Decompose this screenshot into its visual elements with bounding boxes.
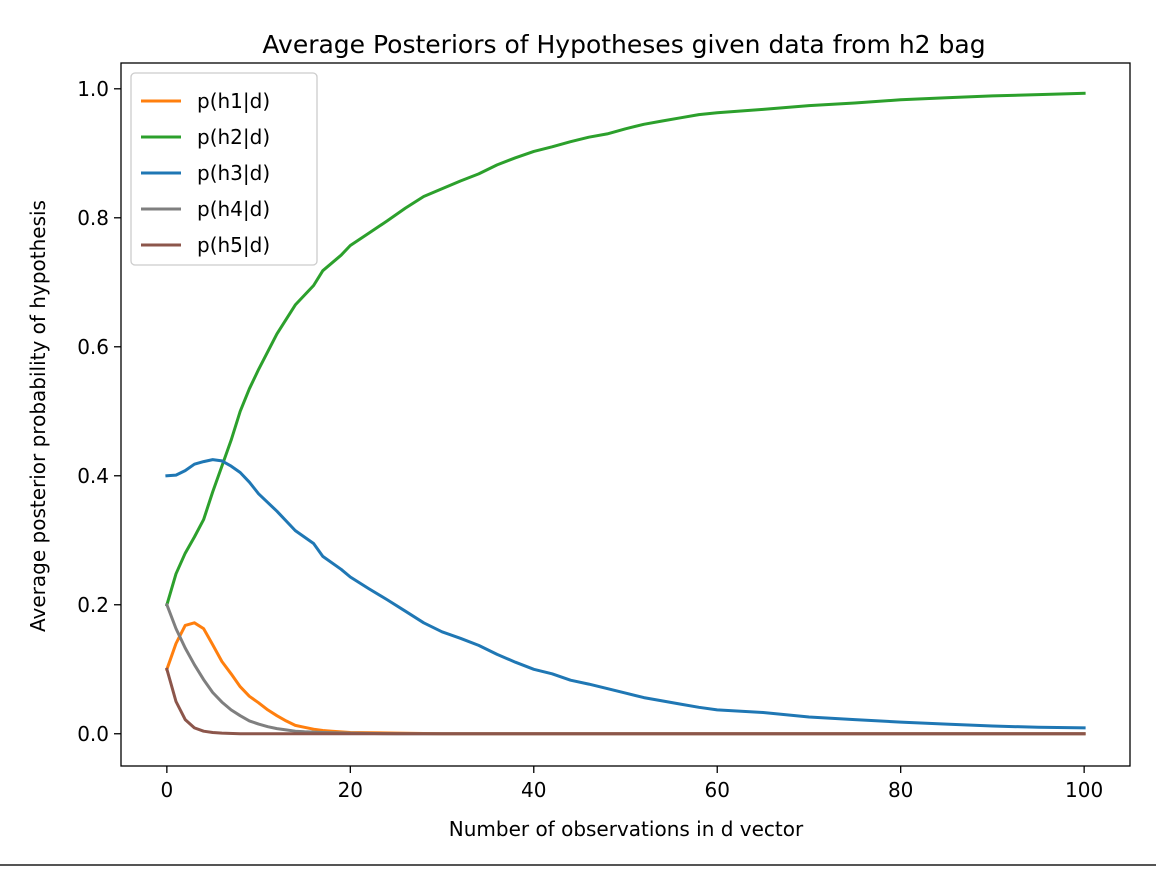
chart-title: Average Posteriors of Hypotheses given d… xyxy=(262,30,985,59)
x-axis-label: Number of observations in d vector xyxy=(449,817,804,841)
divider xyxy=(0,864,1156,866)
y-axis-label: Average posterior probability of hypothe… xyxy=(26,200,50,632)
legend: p(h1|d) p(h2|d) p(h3|d) p(h4|d) p(h5|d) xyxy=(130,72,318,266)
series-lines xyxy=(164,91,1086,736)
plot-frame xyxy=(120,62,1131,767)
y-tick-label: 0.2 xyxy=(77,593,109,617)
y-tick-label: 0.4 xyxy=(77,464,109,488)
y-tick-label: 1.0 xyxy=(77,77,109,101)
x-tick-label: 60 xyxy=(705,778,730,802)
axis-ticks: 0 20 40 60 80 100 0.0 0.2 0.4 0.6 0.8 1.0 xyxy=(77,77,1103,802)
x-tick-label: 20 xyxy=(338,778,363,802)
x-tick-label: 0 xyxy=(160,778,173,802)
legend-label: p(h5|d) xyxy=(197,233,270,257)
legend-label: p(h1|d) xyxy=(197,89,270,113)
x-tick-label: 80 xyxy=(888,778,913,802)
x-tick-label: 100 xyxy=(1065,778,1103,802)
series-line-4 xyxy=(164,602,1086,736)
legend-label: p(h4|d) xyxy=(197,197,270,221)
x-tick-label: 40 xyxy=(521,778,546,802)
y-tick-label: 0.8 xyxy=(77,206,109,230)
series-line-2 xyxy=(165,91,1086,607)
legend-label: p(h3|d) xyxy=(197,161,270,185)
series-line-3 xyxy=(165,458,1086,730)
series-line-1 xyxy=(164,621,1086,736)
legend-label: p(h2|d) xyxy=(197,125,270,149)
legend-box xyxy=(130,72,318,266)
series-line-5 xyxy=(165,667,1086,736)
y-tick-label: 0.0 xyxy=(77,722,109,746)
y-tick-label: 0.6 xyxy=(77,335,109,359)
